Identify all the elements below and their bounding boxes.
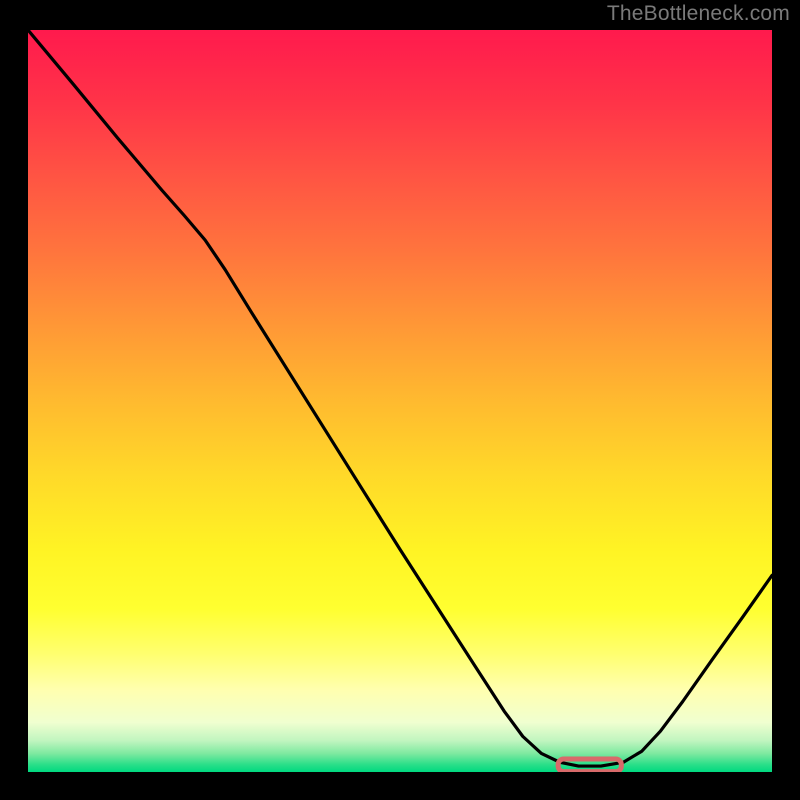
chart-stage: TheBottleneck.com [0, 0, 800, 800]
plot-area [28, 30, 772, 772]
watermark-text: TheBottleneck.com [607, 2, 790, 26]
plot-svg [28, 30, 772, 772]
gradient-background [28, 30, 772, 772]
